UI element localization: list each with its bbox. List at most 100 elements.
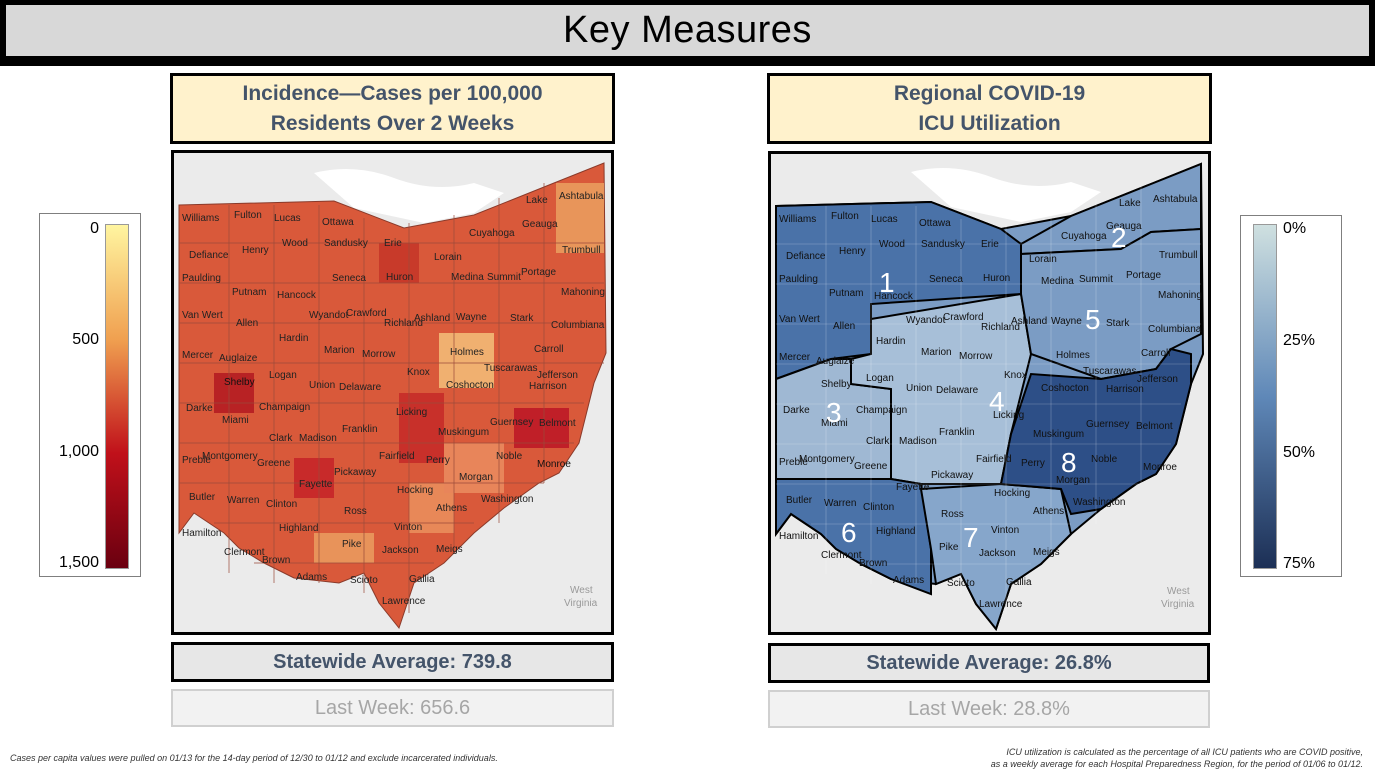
county-label: Morgan [1056,475,1090,486]
county-label: Washington [481,494,533,505]
county-label: Licking [993,410,1024,421]
county-label: Washington [1073,497,1125,508]
icu-legend-gradient [1253,224,1277,569]
county-label: Noble [1091,454,1118,465]
county-label: Coshocton [446,380,494,391]
county-label: Crawford [346,308,387,319]
county-label: Greene [257,458,291,469]
county-label: Jefferson [537,370,578,381]
title-bar: Key Measures [0,0,1375,66]
icu-legend: 0% 25% 50% 75% [1240,215,1342,577]
county-label: Medina [1041,276,1074,287]
icu-legend-tick: 25% [1283,332,1316,349]
icu-legend-tick: 50% [1283,444,1316,461]
county-label: Putnam [829,288,863,299]
county-label: Carroll [534,344,563,355]
county-label: Warren [227,495,259,506]
icu-legend-tick: 75% [1283,555,1316,572]
county-label: Knox [407,367,430,378]
county-label: Miami [222,415,249,426]
county-label: Shelby [224,377,255,388]
county-label: Wyandot [906,315,946,326]
county-label: Auglaize [219,353,258,364]
county-label: Lake [1119,198,1141,209]
county-label: Portage [1126,270,1161,281]
county-label: Greene [854,461,888,472]
county-label: Geauga [1106,221,1142,232]
county-label: Shelby [821,379,852,390]
county-label: Franklin [342,424,378,435]
county-label: Morrow [362,349,396,360]
county-label: Clark [269,433,293,444]
icu-map-svg: Williams Fulton Lucas Ottawa Lake Ashtab… [771,154,1208,632]
icu-footnote: ICU utilization is calculated as the per… [800,746,1363,770]
county-label: Columbiana [1148,324,1202,335]
county-label: Pickaway [334,467,376,478]
county-label: Fulton [234,210,262,221]
county-label: Clermont [224,547,265,558]
county-label: Athens [1033,506,1064,517]
county-label: Hardin [279,333,308,344]
incidence-legend-gradient [105,224,129,569]
county-label: Seneca [929,274,963,285]
county-label: Gallia [1006,577,1032,588]
county-label: Wyandot [309,310,349,321]
county-label: Wood [282,238,308,249]
county-label: Trumbull [562,245,601,256]
icu-map: Williams Fulton Lucas Ottawa Lake Ashtab… [768,151,1211,635]
county-label: Meigs [436,544,463,555]
county-label: Licking [396,407,427,418]
county-label: Monroe [537,459,571,470]
county-label: Franklin [939,427,975,438]
county-label: Van Wert [182,310,223,321]
county-label: Pike [342,539,362,550]
county-label: Knox [1004,370,1027,381]
county-label: Mercer [779,352,811,363]
county-label: Wood [879,239,905,250]
county-label: Pickaway [931,470,973,481]
incidence-footnote: Cases per capita values were pulled on 0… [10,753,498,763]
county-label: Morrow [959,351,993,362]
county-label: Medina [451,272,484,283]
county-label: Pike [939,542,959,553]
incidence-legend-tick: 500 [72,331,99,348]
county-label: Champaign [856,405,907,416]
county-label: Defiance [189,250,229,261]
county-label: Ashland [1011,316,1047,327]
county-label: Brown [859,558,887,569]
county-label: Hardin [876,336,905,347]
icu-header-line2: ICU Utilization [918,111,1061,135]
county-label: Hamilton [182,528,221,539]
county-label: Stark [1106,318,1130,329]
neighbor-label: Virginia [1161,599,1195,610]
county-label: Ashtabula [559,191,604,202]
county-label: Vinton [394,522,422,533]
county-label: Muskingum [438,427,489,438]
neighbor-label: Virginia [564,598,598,609]
icu-header-line1: Regional COVID-19 [893,81,1086,105]
county-label: Union [309,380,335,391]
county-label: Summit [487,272,521,283]
county-label: Trumbull [1159,250,1198,261]
county-label: Clark [866,436,890,447]
county-label: Meigs [1033,547,1060,558]
county-label: Monroe [1143,462,1177,473]
county-label: Preble [779,457,808,468]
county-label: Hancock [874,291,914,302]
county-label: Stark [510,313,534,324]
county-label: Wayne [1051,316,1082,327]
title-panel: Key Measures [6,5,1369,56]
incidence-last-week: Last Week: 656.6 [171,689,614,727]
county-label: Huron [983,273,1010,284]
incidence-header: Incidence—Cases per 100,000 Residents Ov… [170,73,615,144]
county-label: Belmont [539,418,576,429]
county-label: Carroll [1141,348,1170,359]
icu-footnote-line2: as a weekly average for each Hospital Pr… [990,759,1363,769]
county-label: Darke [186,403,213,414]
county-label: Delaware [936,385,979,396]
icu-header: Regional COVID-19 ICU Utilization [767,73,1212,144]
region-number: 5 [1085,304,1101,335]
county-label: Lucas [871,214,898,225]
incidence-map-svg: Williams Fulton Lucas Ottawa Lake Ashtab… [174,153,611,632]
incidence-map: Williams Fulton Lucas Ottawa Lake Ashtab… [171,150,614,635]
